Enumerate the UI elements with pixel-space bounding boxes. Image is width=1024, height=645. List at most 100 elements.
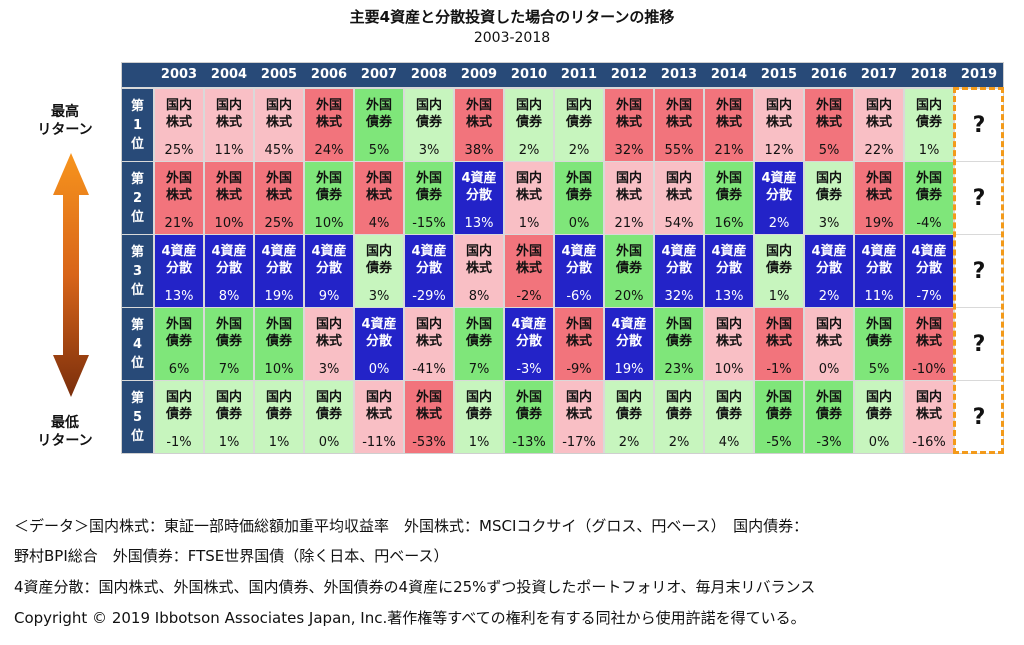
asset-name: 国内 株式 xyxy=(215,98,242,130)
return-value: -16% xyxy=(912,435,946,450)
return-value: 2% xyxy=(668,435,690,450)
year-header-2005: 2005 xyxy=(260,67,298,82)
asset-name: 国内 債券 xyxy=(915,98,942,130)
return-value: 45% xyxy=(264,143,294,158)
rank-label-1: 第 1 位 xyxy=(122,89,153,161)
asset-name: 4資産 分散 xyxy=(511,317,547,349)
return-value: -41% xyxy=(412,362,446,377)
cell-2004-rank5: 国内 債券 1% xyxy=(205,381,253,453)
cell-2018-rank3: 4資産 分散 -7% xyxy=(905,235,953,307)
cell-2007-rank4: 4資産 分散 0% xyxy=(355,308,403,380)
asset-name: 国内 株式 xyxy=(315,317,342,349)
label-lowest-return: 最低 リターン xyxy=(37,415,93,449)
cell-2011-rank5: 国内 株式 -17% xyxy=(555,381,603,453)
return-value: 38% xyxy=(464,143,494,158)
return-value: 3% xyxy=(818,216,840,231)
asset-name: 外国 株式 xyxy=(565,317,592,349)
year-header-2006: 2006 xyxy=(310,67,348,82)
cell-2005-rank2: 外国 株式 25% xyxy=(255,162,303,234)
asset-name: 外国 債券 xyxy=(465,317,492,349)
asset-name: 外国 債券 xyxy=(415,171,442,203)
asset-name: 国内 債券 xyxy=(765,244,792,276)
cell-2012-rank4: 4資産 分散 19% xyxy=(605,308,653,380)
year-header-2011: 2011 xyxy=(560,67,598,82)
return-value: -9% xyxy=(566,362,592,377)
cell-2015-rank2: 4資産 分散 2% xyxy=(755,162,803,234)
return-value: 32% xyxy=(664,289,694,304)
asset-name: 4資産 分散 xyxy=(161,244,197,276)
asset-name: 4資産 分散 xyxy=(811,244,847,276)
return-value: 10% xyxy=(714,362,744,377)
cell-2009-rank2: 4資産 分散 13% xyxy=(455,162,503,234)
return-value: 5% xyxy=(818,143,840,158)
year-header-2014: 2014 xyxy=(710,67,748,82)
asset-name: 国内 株式 xyxy=(565,390,592,422)
year-header-row: 2003 2004 2005 2006 2007 2008 2009 2010 2011 2012… xyxy=(122,63,1003,87)
cell-2003-rank5: 国内 債券 -1% xyxy=(155,381,203,453)
asset-name: 4資産 分散 xyxy=(911,244,947,276)
return-value: 1% xyxy=(268,435,290,450)
footnote-portfolio: 4資産分散：国内株式、外国株式、国内債券、外国債券の4資産に25%ずつ投資したポ… xyxy=(14,578,816,596)
asset-name: 国内 株式 xyxy=(265,98,292,130)
cell-2010-rank4: 4資産 分散 -3% xyxy=(505,308,553,380)
return-value: 0% xyxy=(368,362,390,377)
rank-label-3: 第 3 位 xyxy=(122,235,153,307)
cell-2005-rank3: 4資産 分散 19% xyxy=(255,235,303,307)
cell-2009-rank3: 国内 株式 8% xyxy=(455,235,503,307)
cell-2011-rank1: 国内 債券 2% xyxy=(555,89,603,161)
return-value: -5% xyxy=(766,435,792,450)
unknown-return-2: ? xyxy=(955,162,1003,234)
asset-name: 国内 株式 xyxy=(615,171,642,203)
return-value: 11% xyxy=(214,143,244,158)
cell-2004-rank2: 外国 株式 10% xyxy=(205,162,253,234)
return-value: -29% xyxy=(412,289,446,304)
return-value: 12% xyxy=(764,143,794,158)
year-header-2010: 2010 xyxy=(510,67,548,82)
cell-2018-rank5: 国内 株式 -16% xyxy=(905,381,953,453)
asset-name: 外国 株式 xyxy=(915,317,942,349)
cell-2006-rank3: 4資産 分散 9% xyxy=(305,235,353,307)
cell-2011-rank3: 4資産 分散 -6% xyxy=(555,235,603,307)
year-header-2013: 2013 xyxy=(660,67,698,82)
return-value: 2% xyxy=(618,435,640,450)
return-value: -53% xyxy=(412,435,446,450)
return-value: -11% xyxy=(362,435,396,450)
asset-name: 国内 株式 xyxy=(915,390,942,422)
asset-name: 国内 債券 xyxy=(715,390,742,422)
return-value: 2% xyxy=(768,216,790,231)
asset-name: 外国 債券 xyxy=(915,171,942,203)
asset-name: 国内 株式 xyxy=(865,98,892,130)
asset-name: 国内 債券 xyxy=(415,98,442,130)
cell-2014-rank1: 外国 株式 21% xyxy=(705,89,753,161)
asset-name: 外国 株式 xyxy=(765,317,792,349)
asset-name: 4資産 分散 xyxy=(261,244,297,276)
return-value: 8% xyxy=(468,289,490,304)
asset-name: 外国 株式 xyxy=(865,171,892,203)
asset-name: 外国 債券 xyxy=(315,171,342,203)
cell-2012-rank2: 国内 株式 21% xyxy=(605,162,653,234)
return-value: -13% xyxy=(512,435,546,450)
cell-2016-rank2: 国内 債券 3% xyxy=(805,162,853,234)
cell-2016-rank3: 4資産 分散 2% xyxy=(805,235,853,307)
asset-name: 国内 株式 xyxy=(765,98,792,130)
cell-2014-rank5: 国内 債券 4% xyxy=(705,381,753,453)
cell-2012-rank1: 外国 株式 32% xyxy=(605,89,653,161)
return-value: 5% xyxy=(368,143,390,158)
asset-name: 国内 株式 xyxy=(365,390,392,422)
asset-name: 外国 債券 xyxy=(165,317,192,349)
unknown-return-1: ? xyxy=(955,89,1003,161)
return-value: 10% xyxy=(214,216,244,231)
asset-name: 国内 株式 xyxy=(415,317,442,349)
rank-label-4: 第 4 位 xyxy=(122,308,153,380)
cell-2018-rank4: 外国 株式 -10% xyxy=(905,308,953,380)
return-value: -15% xyxy=(412,216,446,231)
return-value: 16% xyxy=(714,216,744,231)
return-value: 32% xyxy=(614,143,644,158)
return-value: 11% xyxy=(864,289,894,304)
asset-name: 外国 株式 xyxy=(415,390,442,422)
asset-name: 国内 債券 xyxy=(615,390,642,422)
year-header-2017: 2017 xyxy=(860,67,898,82)
rank-label-2: 第 2 位 xyxy=(122,162,153,234)
asset-name: 外国 債券 xyxy=(665,317,692,349)
return-value: 19% xyxy=(264,289,294,304)
